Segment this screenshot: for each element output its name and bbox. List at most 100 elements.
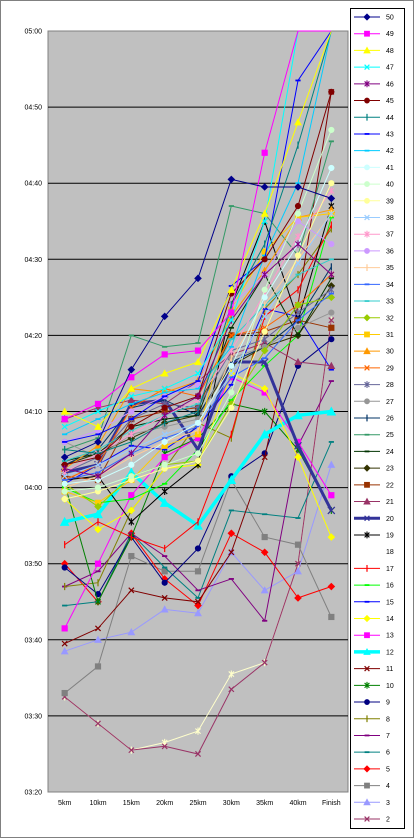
data-point — [294, 567, 302, 575]
data-point — [364, 782, 370, 789]
legend-entry-46: 46 — [354, 80, 394, 88]
data-point — [328, 240, 335, 248]
data-point — [194, 450, 202, 457]
data-point — [294, 260, 302, 267]
legend-entry-23: 23 — [354, 464, 394, 473]
legend-entry-25: 25 — [354, 432, 394, 439]
legend-entry-42: 42 — [354, 148, 394, 155]
data-point — [364, 665, 370, 672]
data-point — [261, 313, 268, 320]
data-point — [94, 403, 102, 411]
legend-label: 14 — [386, 616, 394, 623]
x-tick-label: 40km — [289, 800, 306, 807]
x-tick-label: 5km — [58, 800, 71, 807]
legend-entry-11: 11 — [354, 665, 393, 673]
legend-entry-2: 2 — [354, 816, 390, 824]
y-tick-label: 05:00 — [24, 29, 42, 36]
data-point — [328, 210, 335, 217]
data-point — [161, 411, 168, 419]
data-point — [260, 586, 269, 594]
data-point — [363, 614, 371, 623]
data-point — [128, 518, 135, 526]
legend-entry-20: 20 — [354, 515, 394, 523]
data-point — [260, 346, 269, 355]
data-point — [261, 248, 268, 255]
data-point — [195, 392, 201, 400]
legend-label: 43 — [386, 131, 394, 138]
data-point — [294, 118, 302, 126]
data-point — [327, 194, 336, 203]
data-point — [327, 582, 336, 591]
data-point — [161, 385, 168, 392]
data-point — [128, 492, 135, 499]
legend-label: 31 — [386, 332, 394, 339]
data-point — [260, 384, 269, 393]
legend-entry-45: 45 — [354, 97, 394, 105]
legend-entry-40: 40 — [354, 181, 394, 189]
legend-label: 22 — [386, 482, 394, 489]
legend-entry-29: 29 — [354, 365, 394, 372]
data-point — [127, 384, 136, 392]
legend-entry-17: 17 — [354, 564, 394, 573]
data-point — [328, 492, 335, 499]
y-tick-label: 03:50 — [24, 561, 42, 568]
legend-label: 32 — [386, 315, 394, 322]
data-point — [94, 408, 102, 415]
legend-entry-32: 32 — [354, 314, 394, 322]
data-point — [364, 632, 370, 639]
legend-label: 34 — [386, 282, 394, 289]
data-point — [161, 351, 168, 358]
data-point — [364, 30, 370, 37]
legend-label: 18 — [386, 549, 394, 556]
data-point — [261, 454, 268, 461]
data-point — [328, 126, 335, 134]
data-point — [294, 453, 302, 461]
legend-label: 30 — [386, 349, 394, 356]
data-point — [294, 210, 302, 217]
data-point — [94, 560, 102, 567]
data-point — [363, 464, 371, 472]
legend-entry-30: 30 — [354, 347, 394, 356]
data-point — [261, 286, 268, 293]
legend-entry-33: 33 — [354, 299, 394, 306]
legend-label: 39 — [386, 198, 394, 205]
data-point — [364, 64, 370, 70]
data-point — [294, 202, 302, 210]
data-point — [161, 461, 168, 468]
series-50 — [60, 175, 336, 461]
data-point — [61, 464, 68, 473]
series-47 — [61, 30, 332, 430]
data-point — [294, 324, 302, 331]
legend-label: 46 — [386, 81, 394, 88]
legend-label: 47 — [386, 65, 394, 72]
y-tick-label: 04:50 — [24, 105, 42, 112]
series-40 — [61, 126, 335, 495]
legend-label: 15 — [386, 599, 394, 606]
data-point — [194, 568, 202, 575]
series-41 — [61, 164, 335, 487]
legend-entry-49: 49 — [354, 30, 394, 38]
data-point — [161, 431, 168, 438]
data-point — [294, 252, 302, 259]
data-point — [194, 419, 202, 427]
data-point — [328, 336, 335, 343]
y-tick-label: 03:40 — [24, 637, 42, 644]
data-point — [61, 640, 68, 647]
data-point — [94, 454, 102, 461]
data-point — [61, 488, 68, 495]
data-point — [128, 587, 135, 594]
data-point — [128, 393, 135, 400]
series-lines — [59, 30, 337, 757]
data-point — [364, 181, 370, 187]
data-point — [95, 472, 101, 480]
data-point — [294, 541, 302, 548]
data-point — [364, 515, 370, 522]
legend-label: 37 — [386, 232, 394, 239]
legend-label: 7 — [386, 733, 390, 740]
legend-label: 4 — [386, 783, 390, 790]
data-point — [364, 816, 370, 822]
legend-label: 17 — [386, 566, 394, 573]
data-point — [294, 301, 302, 309]
data-point — [228, 370, 235, 377]
data-point — [260, 183, 269, 191]
